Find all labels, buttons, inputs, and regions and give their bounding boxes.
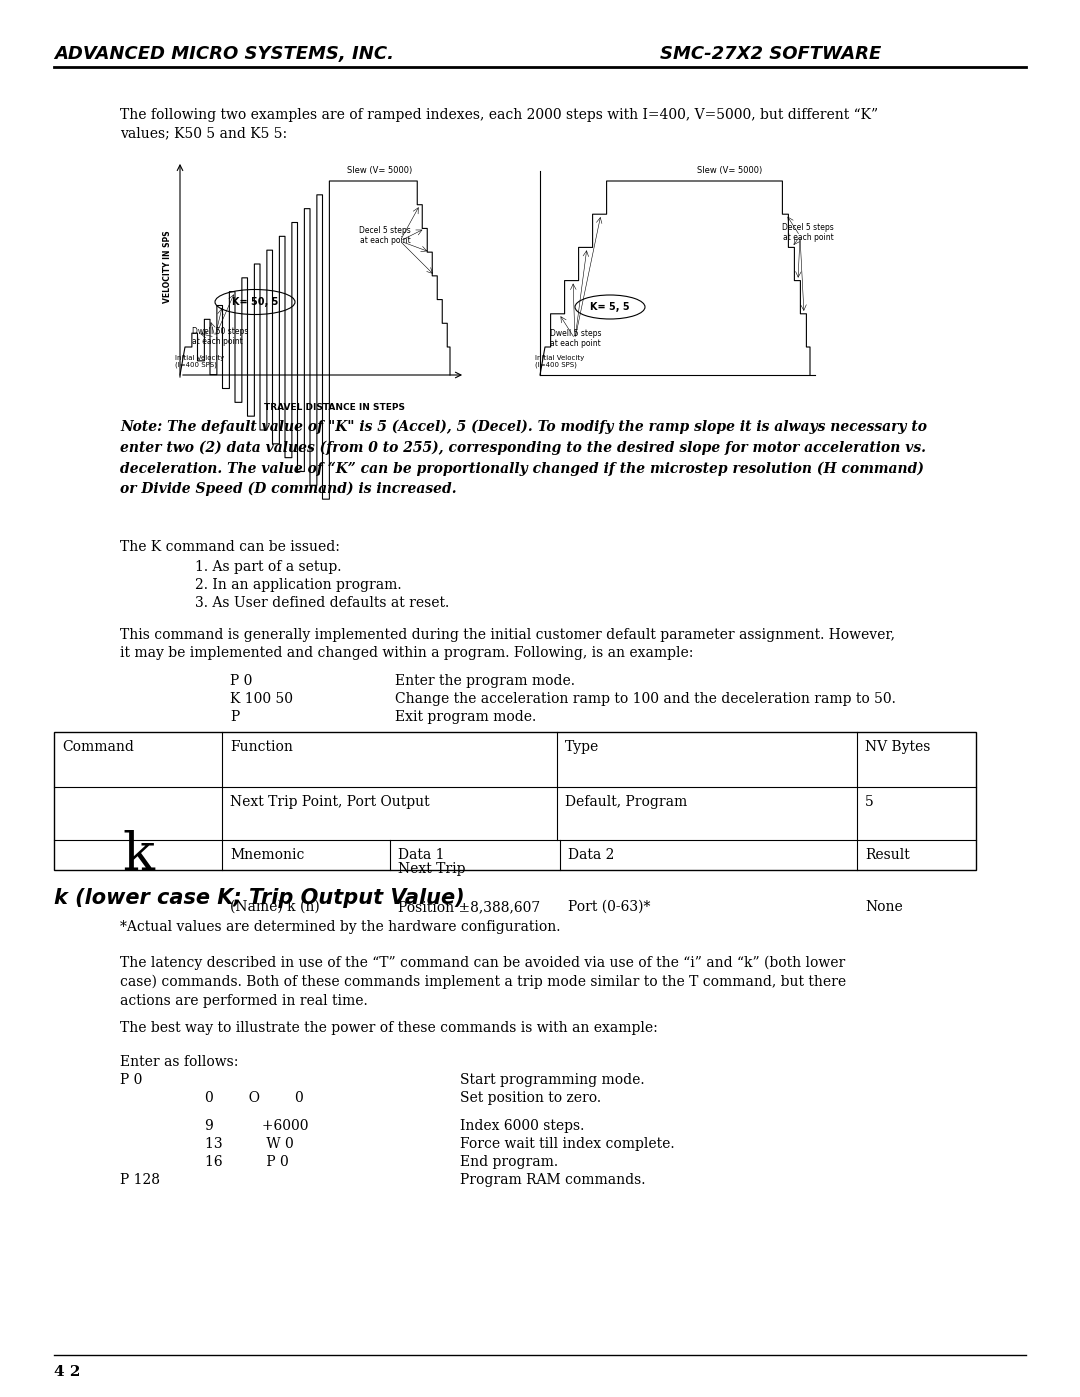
Text: Change the acceleration ramp to 100 and the deceleration ramp to 50.: Change the acceleration ramp to 100 and … bbox=[395, 692, 896, 705]
Text: P 128: P 128 bbox=[120, 1173, 160, 1187]
Text: Note: The default value of "K" is 5 (Accel), 5 (Decel). To modify the ramp slope: Note: The default value of "K" is 5 (Acc… bbox=[120, 420, 927, 496]
Text: Port (0-63)*: Port (0-63)* bbox=[568, 900, 650, 914]
Text: 3. As User defined defaults at reset.: 3. As User defined defaults at reset. bbox=[195, 597, 449, 610]
Text: Enter the program mode.: Enter the program mode. bbox=[395, 673, 575, 687]
Text: Program RAM commands.: Program RAM commands. bbox=[460, 1173, 646, 1187]
Text: 0        O        0: 0 O 0 bbox=[205, 1091, 303, 1105]
Text: The latency described in use of the “T” command can be avoided via use of the “i: The latency described in use of the “T” … bbox=[120, 956, 846, 1007]
Text: Dwell 50 steps
at each point: Dwell 50 steps at each point bbox=[192, 327, 248, 346]
Text: (Name) k (n): (Name) k (n) bbox=[230, 900, 320, 914]
Text: Data 2: Data 2 bbox=[568, 848, 615, 862]
Text: 1. As part of a setup.: 1. As part of a setup. bbox=[195, 560, 341, 574]
Ellipse shape bbox=[215, 289, 295, 314]
Text: Dwell 5 steps
at each point: Dwell 5 steps at each point bbox=[550, 330, 602, 348]
Text: 9           +6000: 9 +6000 bbox=[205, 1119, 309, 1133]
Text: VELOCITY IN SPS: VELOCITY IN SPS bbox=[163, 231, 173, 303]
Text: Function: Function bbox=[230, 740, 293, 754]
Text: End program.: End program. bbox=[460, 1155, 558, 1169]
Text: Data 1: Data 1 bbox=[399, 848, 445, 862]
Text: SMC-27X2 SOFTWARE: SMC-27X2 SOFTWARE bbox=[660, 45, 881, 63]
Text: 2. In an application program.: 2. In an application program. bbox=[195, 578, 402, 592]
Text: 5: 5 bbox=[865, 795, 874, 809]
Text: TRAVEL DISTANCE IN STEPS: TRAVEL DISTANCE IN STEPS bbox=[265, 402, 405, 412]
Text: P 0: P 0 bbox=[230, 673, 253, 687]
Text: P 0: P 0 bbox=[120, 1073, 143, 1087]
Text: k (lower case K; Trip Output Value): k (lower case K; Trip Output Value) bbox=[54, 888, 464, 908]
Text: The following two examples are of ramped indexes, each 2000 steps with I=400, V=: The following two examples are of ramped… bbox=[120, 108, 878, 141]
Text: NV Bytes: NV Bytes bbox=[865, 740, 930, 754]
Text: Slew (V= 5000): Slew (V= 5000) bbox=[698, 166, 762, 175]
Text: Set position to zero.: Set position to zero. bbox=[460, 1091, 602, 1105]
Text: 16          P 0: 16 P 0 bbox=[205, 1155, 288, 1169]
Text: 13          W 0: 13 W 0 bbox=[205, 1137, 294, 1151]
Text: Type: Type bbox=[565, 740, 599, 754]
Text: Result: Result bbox=[865, 848, 909, 862]
Bar bbox=[54, 732, 976, 870]
Text: Mnemonic: Mnemonic bbox=[230, 848, 305, 862]
Text: Initial Velocity
(I=400 SPS): Initial Velocity (I=400 SPS) bbox=[175, 355, 225, 369]
Text: Next Trip: Next Trip bbox=[399, 862, 465, 876]
Text: 4 2: 4 2 bbox=[54, 1365, 80, 1379]
Text: P: P bbox=[230, 710, 240, 724]
Text: Exit program mode.: Exit program mode. bbox=[395, 710, 537, 724]
Text: The K command can be issued:: The K command can be issued: bbox=[120, 541, 340, 555]
Text: None: None bbox=[865, 900, 903, 914]
Text: This command is generally implemented during the initial customer default parame: This command is generally implemented du… bbox=[120, 629, 895, 661]
Text: Index 6000 steps.: Index 6000 steps. bbox=[460, 1119, 584, 1133]
Text: Default, Program: Default, Program bbox=[565, 795, 687, 809]
Text: Decel 5 steps
at each point: Decel 5 steps at each point bbox=[360, 226, 410, 246]
Text: Position ±8,388,607: Position ±8,388,607 bbox=[399, 900, 540, 914]
Text: Slew (V= 5000): Slew (V= 5000) bbox=[348, 166, 413, 175]
Text: The best way to illustrate the power of these commands is with an example:: The best way to illustrate the power of … bbox=[120, 1021, 658, 1035]
Text: *Actual values are determined by the hardware configuration.: *Actual values are determined by the har… bbox=[120, 921, 561, 935]
Text: K= 5, 5: K= 5, 5 bbox=[590, 302, 630, 312]
Text: k: k bbox=[122, 830, 154, 880]
Text: K 100 50: K 100 50 bbox=[230, 692, 293, 705]
Text: Command: Command bbox=[62, 740, 134, 754]
Text: Force wait till index complete.: Force wait till index complete. bbox=[460, 1137, 675, 1151]
Ellipse shape bbox=[575, 295, 645, 319]
Text: Initial Velocity
(I=400 SPS): Initial Velocity (I=400 SPS) bbox=[535, 355, 584, 369]
Text: ADVANCED MICRO SYSTEMS, INC.: ADVANCED MICRO SYSTEMS, INC. bbox=[54, 45, 394, 63]
Text: Next Trip Point, Port Output: Next Trip Point, Port Output bbox=[230, 795, 430, 809]
Text: K= 50, 5: K= 50, 5 bbox=[232, 298, 279, 307]
Text: Decel 5 steps
at each point: Decel 5 steps at each point bbox=[782, 224, 834, 243]
Text: Start programming mode.: Start programming mode. bbox=[460, 1073, 645, 1087]
Text: Enter as follows:: Enter as follows: bbox=[120, 1055, 239, 1069]
